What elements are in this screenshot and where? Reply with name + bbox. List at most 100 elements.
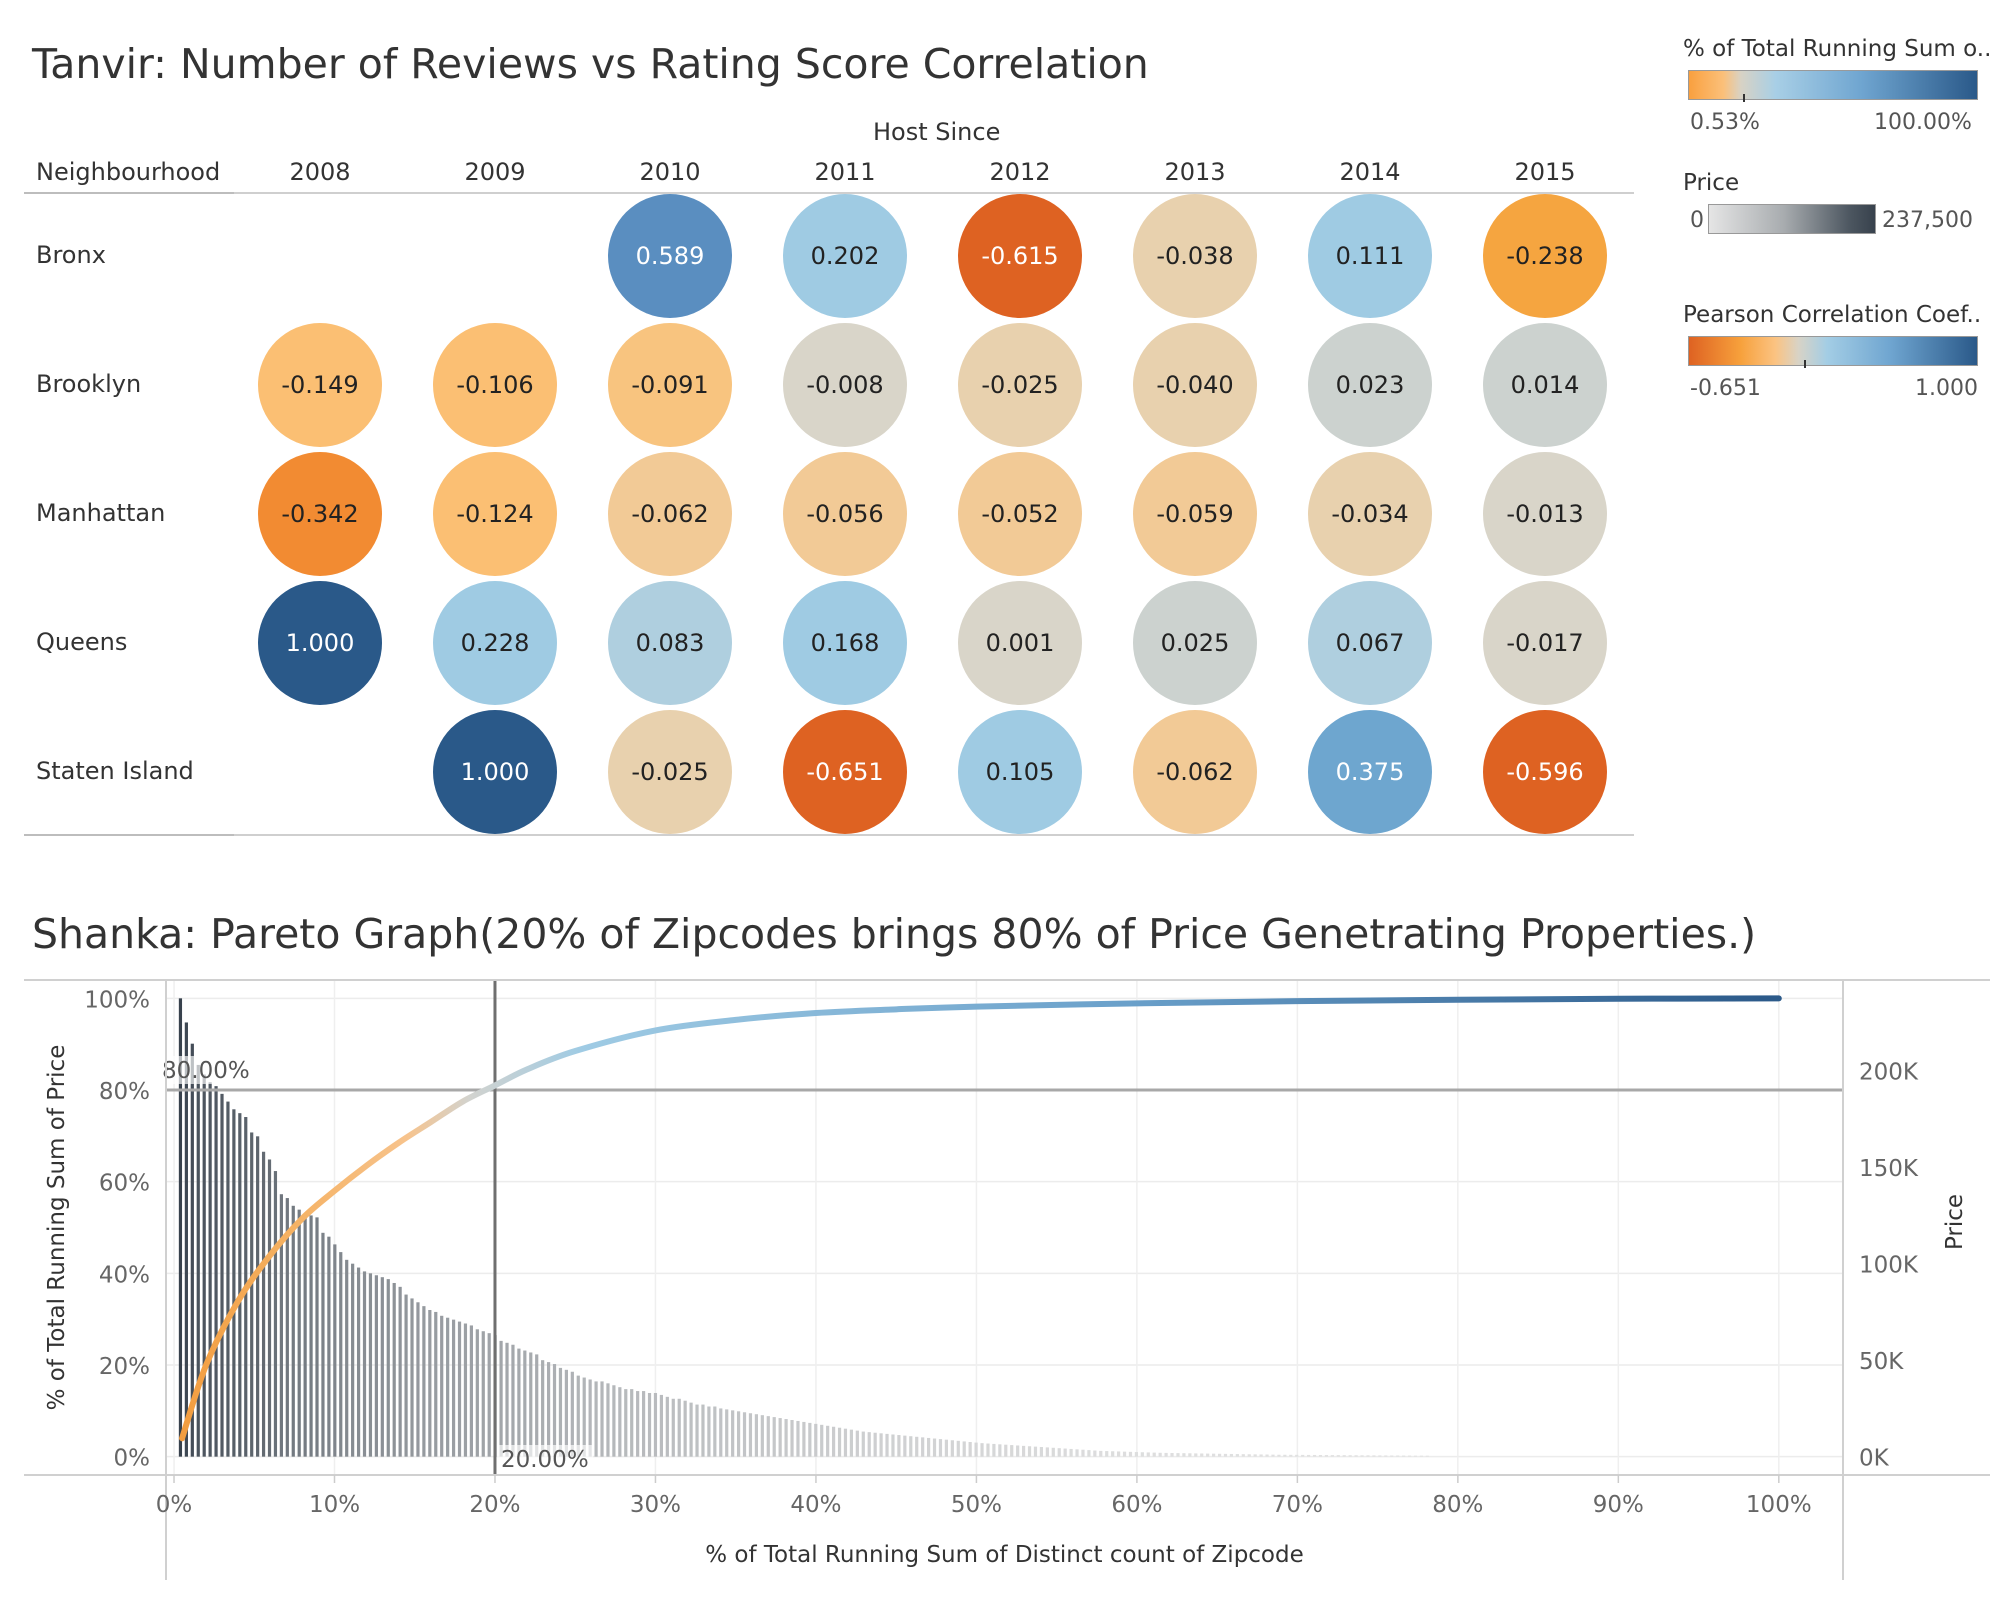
- correlation-circle[interactable]: 0.067: [1308, 581, 1432, 705]
- price-bar: [1360, 1455, 1364, 1457]
- correlation-circle[interactable]: 0.083: [608, 581, 732, 705]
- price-bar: [1134, 1452, 1139, 1457]
- correlation-circle[interactable]: 0.202: [783, 194, 907, 318]
- correlation-circle[interactable]: 0.023: [1308, 323, 1432, 447]
- price-bar: [921, 1437, 925, 1457]
- correlation-circle[interactable]: 0.375: [1308, 710, 1432, 834]
- footer-divider: [234, 834, 1634, 836]
- y-tick-label: 0%: [114, 1446, 151, 1472]
- price-bar: [1045, 1447, 1049, 1457]
- price-bar: [256, 1136, 260, 1457]
- year-label-2009: 2009: [464, 158, 526, 186]
- price-bar: [1128, 1451, 1133, 1457]
- correlation-circle[interactable]: 0.014: [1483, 323, 1607, 447]
- price-bar: [915, 1436, 919, 1457]
- price-bar: [570, 1371, 574, 1457]
- price-bar: [618, 1387, 622, 1457]
- correlation-circle[interactable]: -0.615: [958, 194, 1082, 318]
- legend-running-sum-title: % of Total Running Sum o..: [1683, 36, 1992, 62]
- correlation-circle[interactable]: -0.040: [1133, 323, 1257, 447]
- correlation-circle[interactable]: -0.091: [608, 323, 732, 447]
- price-bar: [1277, 1454, 1281, 1457]
- price-bar: [1057, 1448, 1061, 1457]
- reference-lines: 80.00% 20.00%: [160, 980, 1843, 1475]
- correlation-circle[interactable]: -0.052: [958, 452, 1082, 576]
- correlation-circle[interactable]: -0.062: [608, 452, 732, 576]
- correlation-circle[interactable]: 1.000: [433, 710, 557, 834]
- correlation-circle[interactable]: 0.025: [1133, 581, 1257, 705]
- price-bar: [826, 1425, 830, 1457]
- price-bar: [345, 1259, 349, 1457]
- price-bar: [552, 1364, 557, 1457]
- correlation-circle[interactable]: -0.059: [1133, 452, 1257, 576]
- price-bar: [226, 1101, 230, 1457]
- price-bar: [778, 1418, 782, 1457]
- price-bar: [273, 1171, 278, 1457]
- correlation-circle[interactable]: 0.589: [608, 194, 732, 318]
- price-bar: [1402, 1455, 1406, 1457]
- price-bar: [802, 1421, 806, 1457]
- price-bar: [463, 1323, 468, 1457]
- correlation-circle[interactable]: 0.168: [783, 581, 907, 705]
- correlation-circle[interactable]: -0.056: [783, 452, 907, 576]
- price-bar: [766, 1416, 770, 1457]
- price-bar: [689, 1402, 693, 1457]
- price-bar: [956, 1440, 960, 1457]
- correlation-circle[interactable]: -0.025: [608, 710, 732, 834]
- price-bar: [1200, 1453, 1204, 1457]
- price-bar: [505, 1342, 509, 1457]
- correlation-circle[interactable]: 1.000: [258, 581, 382, 705]
- price-bar: [333, 1244, 337, 1457]
- correlation-circle[interactable]: -0.342: [258, 452, 382, 576]
- price-bar: [1033, 1446, 1038, 1457]
- correlation-circle[interactable]: -0.034: [1308, 452, 1432, 576]
- price-bar: [968, 1442, 972, 1457]
- legend-running-sum-gradient: [1688, 70, 1978, 100]
- correlation-circle[interactable]: -0.008: [783, 323, 907, 447]
- row-label-staten-island: Staten Island: [36, 757, 194, 785]
- price-bar: [1158, 1452, 1162, 1457]
- y-axis-title: % of Total Running Sum of Price: [44, 1045, 70, 1411]
- correlation-circle[interactable]: -0.025: [958, 323, 1082, 447]
- correlation-circle[interactable]: -0.124: [433, 452, 557, 576]
- correlation-circle[interactable]: -0.651: [783, 710, 907, 834]
- price-bar: [736, 1411, 741, 1457]
- price-bar: [416, 1302, 420, 1457]
- x-tick-label: 60%: [1111, 1492, 1162, 1518]
- price-bar: [523, 1350, 527, 1457]
- x-tick-label: 10%: [309, 1492, 360, 1518]
- price-bar: [1241, 1454, 1245, 1457]
- price-bar: [457, 1321, 462, 1457]
- correlation-circle[interactable]: -0.106: [433, 323, 557, 447]
- x-axis-title: % of Total Running Sum of Distinct count…: [705, 1542, 1304, 1568]
- correlation-circle[interactable]: 0.111: [1308, 194, 1432, 318]
- price-bar: [368, 1273, 373, 1457]
- correlation-circle[interactable]: 0.001: [958, 581, 1082, 705]
- price-bar: [903, 1435, 907, 1457]
- y-tick-label: 40%: [99, 1262, 150, 1288]
- price-bar: [220, 1093, 224, 1457]
- correlation-circle[interactable]: 0.105: [958, 710, 1082, 834]
- price-bar: [1170, 1453, 1174, 1457]
- correlation-circle[interactable]: -0.238: [1483, 194, 1607, 318]
- price-bar: [1105, 1451, 1109, 1457]
- price-bar: [1372, 1455, 1376, 1457]
- price-bar: [440, 1315, 444, 1457]
- price-bar: [1117, 1451, 1121, 1457]
- correlation-circle[interactable]: -0.017: [1483, 581, 1607, 705]
- correlation-circle[interactable]: -0.013: [1483, 452, 1607, 576]
- price-bar: [725, 1409, 729, 1457]
- correlation-circle[interactable]: 0.228: [433, 581, 557, 705]
- price-bar: [499, 1340, 503, 1457]
- correlation-circle[interactable]: -0.038: [1133, 194, 1257, 318]
- host-since-header: Host Since: [873, 118, 1001, 146]
- price-bar: [1152, 1452, 1156, 1457]
- correlation-circle[interactable]: -0.062: [1133, 710, 1257, 834]
- price-bar: [1010, 1445, 1014, 1457]
- price-bar: [1021, 1445, 1026, 1457]
- price-bar: [962, 1441, 966, 1457]
- price-bar: [279, 1194, 283, 1457]
- correlation-circle[interactable]: -0.596: [1483, 710, 1607, 834]
- correlation-circle[interactable]: -0.149: [258, 323, 382, 447]
- price-bar: [636, 1391, 640, 1457]
